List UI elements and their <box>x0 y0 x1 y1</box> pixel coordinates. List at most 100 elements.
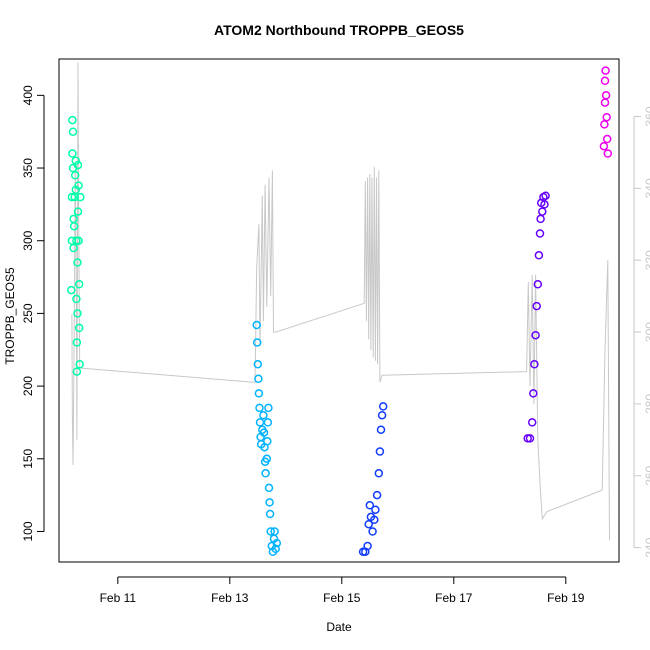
data-point <box>264 403 273 413</box>
x-tick-label: Feb 13 <box>211 591 249 605</box>
data-point <box>255 403 264 413</box>
points-layer <box>67 66 613 557</box>
data-point <box>68 127 78 136</box>
data-point <box>602 134 612 144</box>
data-point <box>532 301 541 311</box>
data-point <box>363 541 372 551</box>
data-point <box>254 374 263 384</box>
data-point <box>70 171 80 180</box>
data-point <box>73 160 83 170</box>
data-point <box>259 428 269 437</box>
data-point <box>534 251 544 260</box>
chart-title: ATOM2 Northbound TROPPB_GEOS5 <box>214 22 464 38</box>
data-point <box>599 141 609 151</box>
data-point <box>73 309 82 318</box>
data-point <box>71 156 81 166</box>
data-point <box>365 501 375 510</box>
data-point <box>529 389 538 398</box>
data-point <box>252 320 261 330</box>
data-point <box>265 498 274 507</box>
y2-tick-label: 280 <box>643 394 650 414</box>
y-tick-label: 200 <box>21 376 35 396</box>
data-point <box>265 509 275 519</box>
y2-tick-label: 360 <box>643 106 650 126</box>
data-point <box>68 115 77 125</box>
y-axis-label: TROPPB_GEOS5 <box>3 267 17 365</box>
data-point <box>262 454 272 464</box>
x-axis-label: Date <box>326 620 352 634</box>
y-axis: 100 150 200 250 300 350 400 <box>21 85 45 541</box>
data-point <box>535 229 545 238</box>
secondary-series-line <box>71 62 610 541</box>
data-point <box>264 483 274 493</box>
data-point <box>74 181 83 190</box>
data-point <box>602 112 611 122</box>
y-tick-label: 250 <box>21 303 35 323</box>
data-point <box>272 538 282 548</box>
data-point <box>603 149 613 158</box>
y2-tick-label: 240 <box>643 537 650 557</box>
data-point <box>74 236 83 245</box>
data-point <box>74 280 84 289</box>
data-point <box>371 505 380 514</box>
data-point <box>253 360 263 369</box>
data-point <box>601 91 611 100</box>
data-point <box>73 207 83 216</box>
x-tick-label: Feb 11 <box>100 591 137 605</box>
data-point <box>255 418 265 427</box>
data-point <box>376 425 386 434</box>
data-point <box>368 527 377 536</box>
data-point <box>600 76 610 86</box>
data-point <box>68 149 77 158</box>
data-point <box>67 192 77 202</box>
data-point <box>74 323 84 333</box>
x-tick-label: Feb 17 <box>435 591 473 605</box>
y2-tick-label: 260 <box>643 465 650 485</box>
data-point <box>372 490 382 500</box>
data-point <box>252 338 262 347</box>
data-point <box>254 389 264 398</box>
data-point <box>259 410 268 420</box>
data-point <box>266 527 275 536</box>
y-tick-label: 350 <box>21 158 35 178</box>
data-point <box>536 214 545 224</box>
data-point <box>263 418 273 427</box>
data-point <box>69 221 79 231</box>
plot-frame <box>58 58 620 563</box>
y2-tick-label: 340 <box>643 178 650 198</box>
data-point <box>600 98 610 107</box>
data-point <box>271 544 280 554</box>
data-point <box>263 437 272 446</box>
y2-tick-label: 300 <box>643 322 650 342</box>
data-point <box>533 280 543 289</box>
data-point <box>377 410 387 420</box>
data-point <box>540 200 549 209</box>
data-point <box>378 402 388 411</box>
x-axis: Feb 11 Feb 13 Feb 15 Feb 17 Feb 19 <box>100 576 585 605</box>
y2-axis: 240 260 280 300 320 340 360 <box>633 106 650 558</box>
data-point <box>73 258 82 267</box>
data-point <box>75 360 84 369</box>
data-point <box>541 191 550 200</box>
data-point <box>76 192 85 202</box>
x-tick-label: Feb 19 <box>547 591 585 605</box>
data-point <box>72 294 81 304</box>
y-tick-label: 150 <box>21 448 35 468</box>
data-point <box>527 418 537 427</box>
data-point <box>525 434 535 443</box>
data-point <box>67 285 76 295</box>
y2-tick-label: 320 <box>643 250 650 270</box>
data-point <box>261 469 270 478</box>
y-tick-label: 300 <box>21 230 35 250</box>
data-point <box>375 447 385 456</box>
secondary-line-layer <box>71 62 610 541</box>
y-tick-label: 400 <box>21 85 35 105</box>
data-point <box>531 330 540 340</box>
data-point <box>600 120 609 129</box>
data-point <box>530 360 539 369</box>
data-point <box>364 519 373 529</box>
data-point <box>72 338 82 347</box>
data-point <box>601 66 610 75</box>
data-point <box>69 243 78 253</box>
